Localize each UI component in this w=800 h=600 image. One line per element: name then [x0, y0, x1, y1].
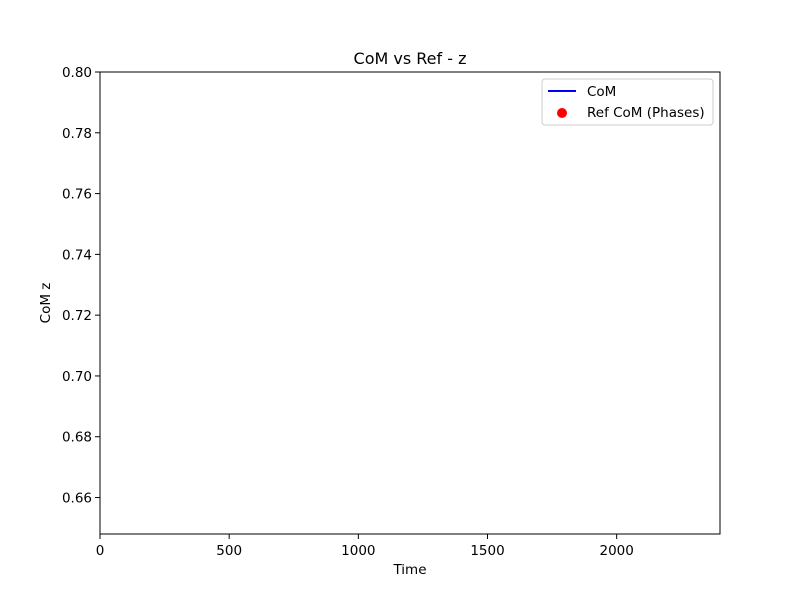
plot-area	[99, 71, 721, 535]
x-tick-label: 1500	[470, 543, 504, 559]
x-tick-label: 1000	[341, 543, 375, 559]
y-tick-label: 0.66	[62, 491, 92, 507]
x-tick-label: 2000	[599, 543, 633, 559]
legend-com-label: CoM	[587, 84, 616, 100]
plot-frame	[99, 71, 721, 535]
y-tick-label: 0.76	[62, 187, 92, 203]
legend-ref-label: Ref CoM (Phases)	[587, 105, 705, 121]
x-tick-label: 0	[96, 543, 105, 559]
chart-title: CoM vs Ref - z	[354, 49, 467, 68]
y-tick-label: 0.74	[62, 247, 92, 263]
x-axis-label: Time	[392, 562, 426, 578]
y-tick-label: 0.68	[62, 430, 92, 446]
legend: CoM Ref CoM (Phases)	[541, 78, 714, 126]
y-axis-label: CoM z	[38, 283, 54, 324]
y-tick-label: 0.78	[62, 126, 92, 142]
y-tick-label: 0.80	[62, 65, 92, 81]
y-tick-label: 0.70	[62, 369, 92, 385]
x-axis: 0 500 1000 1500 2000	[96, 534, 634, 559]
y-axis: 0.66 0.68 0.70 0.72 0.74 0.76 0.78 0.80	[62, 65, 100, 507]
legend-box	[541, 78, 714, 126]
x-tick-label: 500	[216, 543, 242, 559]
legend-ref-marker-icon	[557, 108, 567, 118]
y-tick-label: 0.72	[62, 308, 92, 324]
